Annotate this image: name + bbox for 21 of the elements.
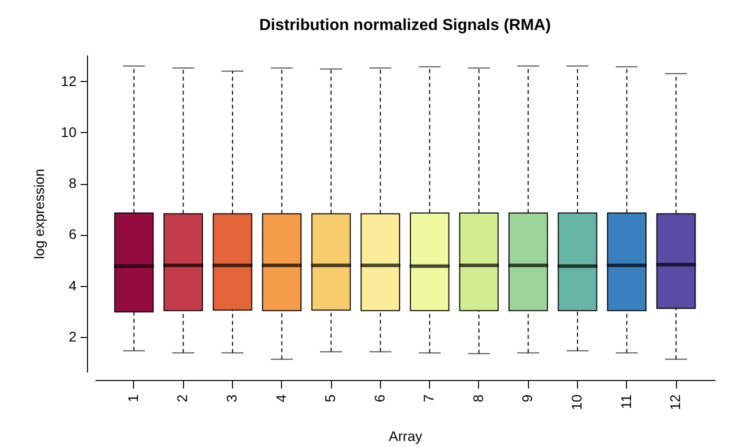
y-tick-label: 8 [68,175,77,192]
x-tick-label: 12 [667,394,684,410]
chart-title: Distribution normalized Signals (RMA) [259,17,551,34]
y-tick-label: 10 [60,124,77,140]
x-tick-label: 11 [618,394,634,410]
y-tick-label: 4 [68,277,77,294]
x-tick-label: 9 [519,394,536,402]
y-tick-label: 2 [68,328,77,344]
x-axis-title: Array [388,428,422,444]
x-tick-label: 8 [470,394,486,402]
x-tick-label: 6 [371,394,388,402]
y-axis-title: log expression [30,168,47,260]
x-tick-label: 7 [420,394,437,402]
x-tick-label: 2 [174,394,190,402]
y-tick-label: 6 [68,226,77,242]
x-tick-label: 4 [272,394,289,402]
x-tick-label: 3 [224,394,240,402]
x-tick-label: 1 [124,394,141,402]
y-tick-label: 12 [60,72,77,89]
x-tick-label: 5 [322,394,338,402]
x-tick-label: 10 [568,394,584,410]
